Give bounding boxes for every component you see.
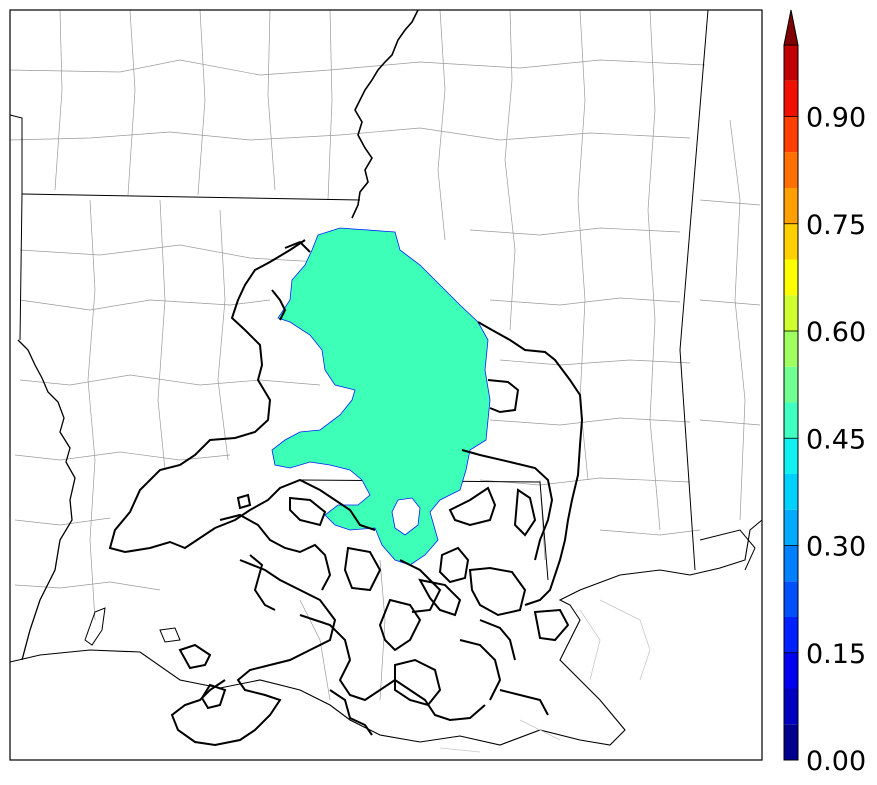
colorbar-segment: [784, 366, 798, 403]
colorbar-tick-label: 0.00: [806, 746, 866, 777]
colorbar-segment: [784, 402, 798, 439]
coastal-islands: [84, 529, 756, 646]
colorbar-segment: [784, 474, 798, 510]
colorbar-tick-label: 0.90: [806, 103, 866, 134]
probability-fill: [271, 227, 491, 566]
colorbar-tick-label: 0.75: [806, 210, 866, 241]
sabine-river: [17, 339, 76, 661]
colorbar-segment: [784, 45, 798, 81]
colorbar-segment: [784, 509, 798, 546]
county-boundaries: [9, 9, 761, 701]
colorbar-tick-label: 0.60: [806, 317, 866, 348]
colorbar-segment: [784, 438, 798, 474]
offshore-lines: [439, 599, 651, 753]
colorbar-segment: [784, 617, 798, 653]
colorbar-segment: [784, 152, 798, 188]
colorbar-segment: [784, 188, 798, 224]
colorbar-segment: [784, 652, 798, 689]
mississippi-river: [351, 9, 419, 219]
probability-contours: [108, 239, 584, 747]
colorbar-segment: [784, 116, 798, 153]
colorbar-segment: [784, 259, 798, 296]
colorbar-segment: [784, 581, 798, 617]
colorbar-segment: [784, 724, 798, 760]
colorbar-segments: [784, 45, 798, 760]
colorbar-segment: [784, 331, 798, 367]
colorbar-tick-label: 0.30: [806, 532, 866, 563]
colorbar-segment: [784, 545, 798, 582]
colorbar-segment: [784, 80, 798, 117]
colorbar-segment: [784, 688, 798, 725]
colorbar-segment: [784, 295, 798, 331]
coastline: [9, 519, 763, 746]
colorbar-tick-label: 0.15: [806, 639, 866, 670]
colorbar: 0.00 0.15 0.30 0.45 0.60 0.75 0.90: [783, 9, 866, 777]
map-frame: [9, 9, 763, 761]
colorbar-extend-arrow: [783, 9, 799, 46]
colorbar-tick-label: 0.45: [806, 424, 866, 455]
colorbar-segment: [784, 223, 798, 260]
map-panel: [9, 9, 763, 761]
colorbar-ticks: 0.00 0.15 0.30 0.45 0.60 0.75 0.90: [784, 103, 866, 777]
